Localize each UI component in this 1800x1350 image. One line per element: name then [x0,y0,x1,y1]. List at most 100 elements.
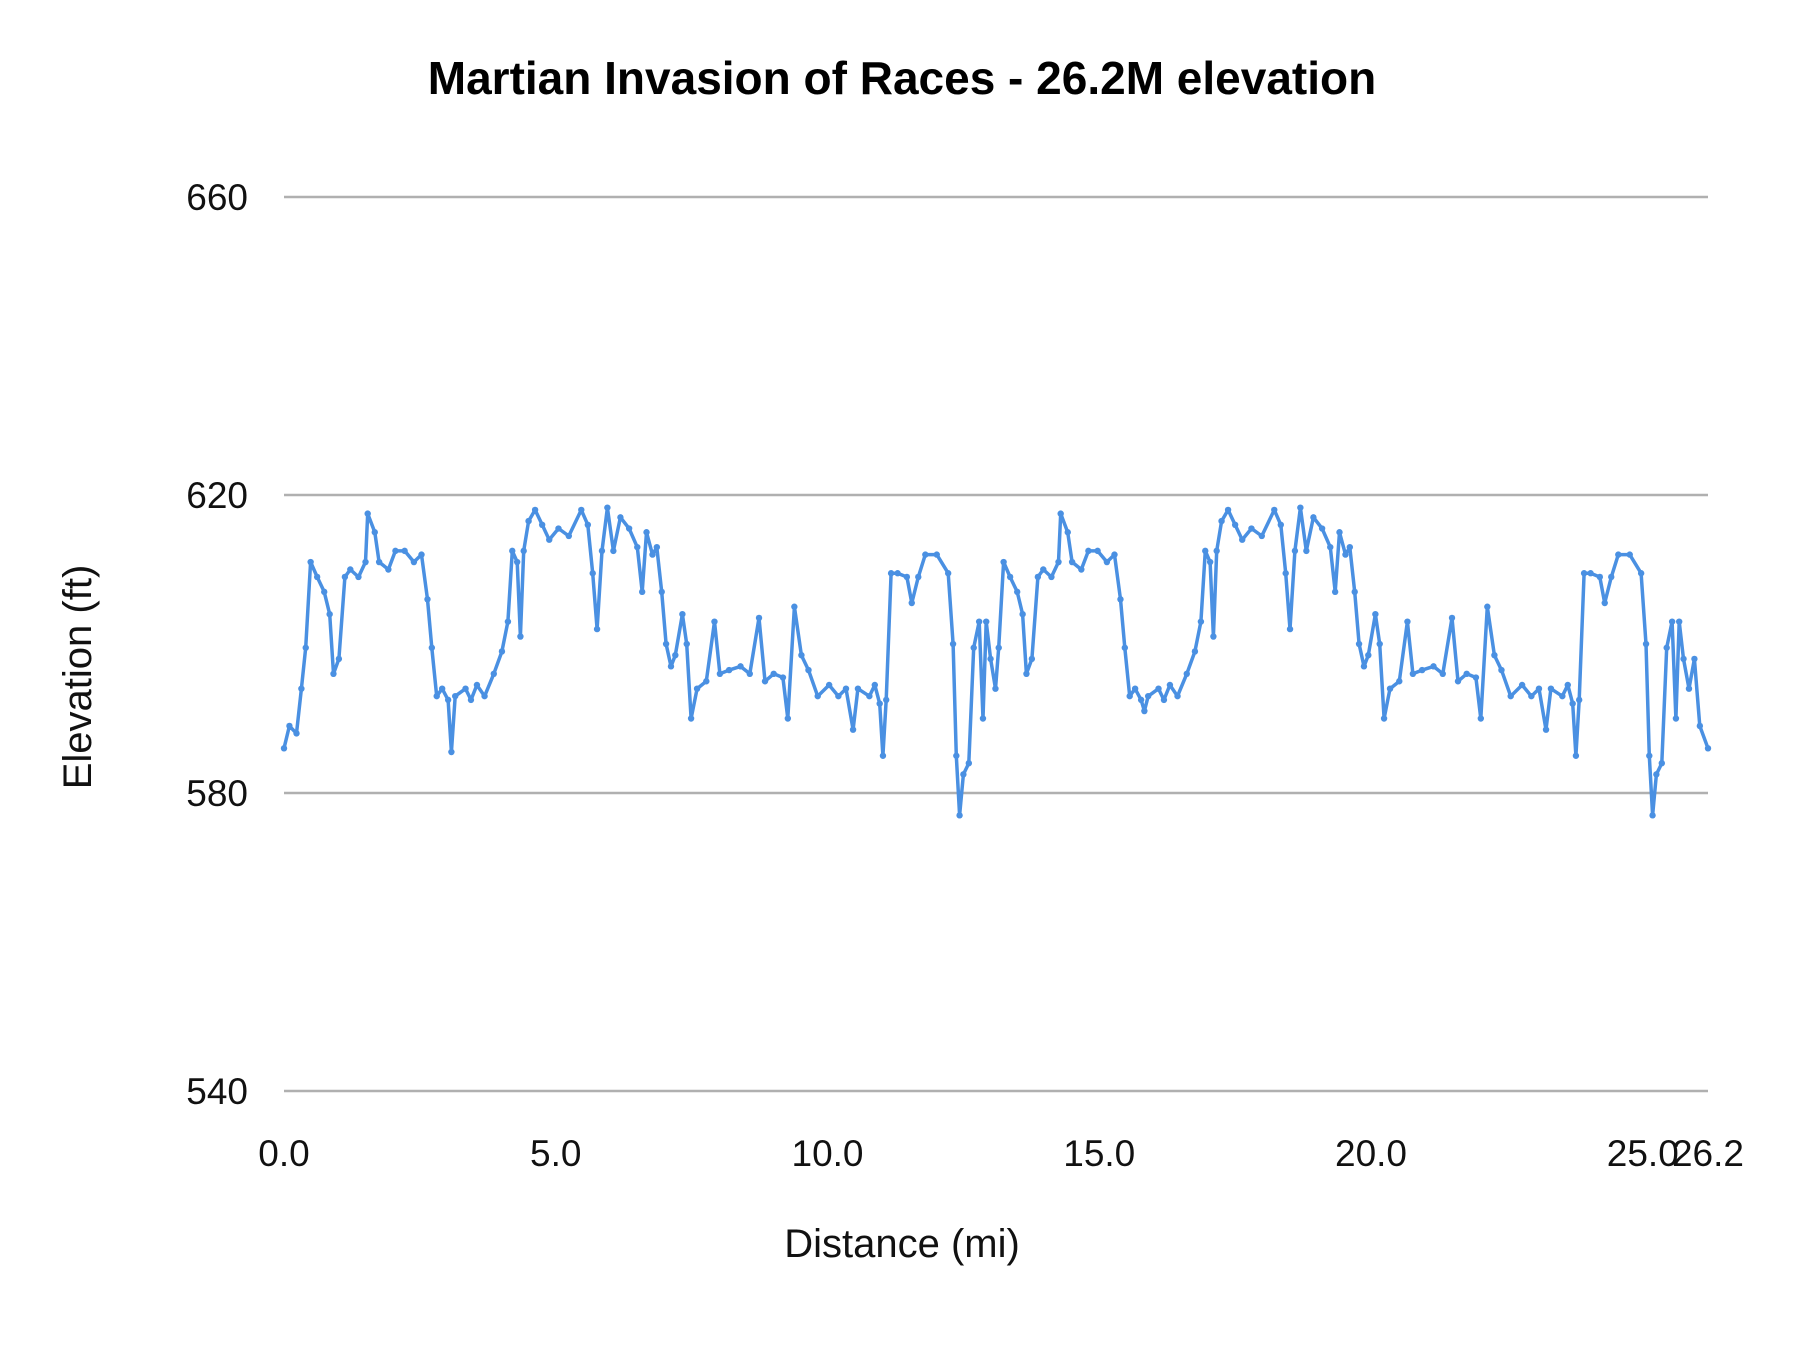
data-point [593,625,601,633]
data-point [598,547,606,555]
data-point [520,547,527,555]
data-point [638,588,646,596]
data-point [555,525,562,532]
data-point [1103,558,1111,566]
data-point [1575,696,1583,704]
data-point [1191,648,1199,655]
data-point [653,543,661,551]
data-point [876,700,883,707]
data-point [987,655,994,663]
data-point [1346,543,1354,551]
x-tick-label: 26.2 [1672,1133,1744,1174]
elevation-series [280,504,1712,819]
data-point [1615,551,1622,558]
data-point [1239,536,1246,543]
data-point [513,558,521,566]
data-point [1131,685,1139,692]
data-point [779,674,787,681]
data-point [1439,670,1446,677]
data-point [866,692,873,700]
data-point [649,551,656,558]
data-point [725,666,733,674]
data-point [1653,771,1660,778]
data-point [1126,692,1133,700]
data-point [433,692,440,700]
data-point [1663,644,1670,651]
data-point [992,685,999,692]
data-point [517,633,524,640]
data-point [438,685,446,692]
data-point [1642,640,1650,648]
x-tick-label: 15.0 [1063,1133,1135,1174]
data-point [1231,521,1239,528]
data-point [1277,521,1285,528]
data-point [1484,603,1491,610]
data-point [462,685,469,692]
data-point [814,692,821,700]
data-point [960,771,967,778]
data-point [634,543,641,551]
data-point [1454,678,1462,685]
data-point [1491,651,1498,659]
data-point [983,618,990,625]
data-point [658,588,665,596]
data-point [565,532,572,540]
data-point [1626,551,1633,558]
data-point [1355,640,1363,648]
data-point [1596,573,1604,581]
data-point [578,506,585,514]
data-point [546,536,553,543]
data-point [1210,633,1217,640]
data-point [1637,570,1645,577]
data-point [1547,685,1555,692]
data-point [1580,570,1588,577]
data-point [302,644,309,651]
x-axis-title: Distance (mi) [784,1222,1020,1266]
data-point [1672,715,1680,722]
data-point [679,611,686,618]
data-point [953,752,960,759]
y-axis-ticks: 540 580 620 660 [186,177,248,1112]
data-point [498,648,506,655]
data-point [1023,670,1030,677]
data-point [667,663,675,670]
data-point [1057,510,1064,517]
data-point [1085,547,1092,555]
data-point [1048,573,1055,581]
data-point [1166,681,1174,689]
data-point [617,514,624,521]
data-point [1342,551,1349,558]
data-point [1117,596,1124,603]
data-point [1569,700,1576,707]
data-point [1472,674,1480,681]
y-tick-label: 660 [186,177,248,218]
data-point [854,685,862,692]
data-point [643,529,650,536]
data-point [1564,681,1571,689]
data-point [604,504,611,511]
data-point [1331,588,1339,596]
data-point [784,715,792,722]
data-point [1360,663,1368,670]
data-point [1019,611,1026,618]
data-point [326,611,333,618]
data-point [313,573,321,581]
data-point [1006,573,1014,581]
data-point [1498,666,1505,674]
data-point [286,722,293,730]
data-point [922,551,929,558]
data-point [1218,517,1225,525]
data-point [944,570,952,577]
data-point [1507,692,1514,700]
data-point [970,644,977,651]
data-point [805,666,812,674]
data-point [1155,685,1162,692]
data-point [410,558,418,566]
data-point [949,640,957,648]
chart-title: Martian Invasion of Races - 26.2M elevat… [428,52,1376,104]
data-point [1696,722,1704,730]
data-point [835,692,842,700]
data-point [761,678,769,685]
data-point [531,506,539,514]
data-point [1418,666,1426,674]
